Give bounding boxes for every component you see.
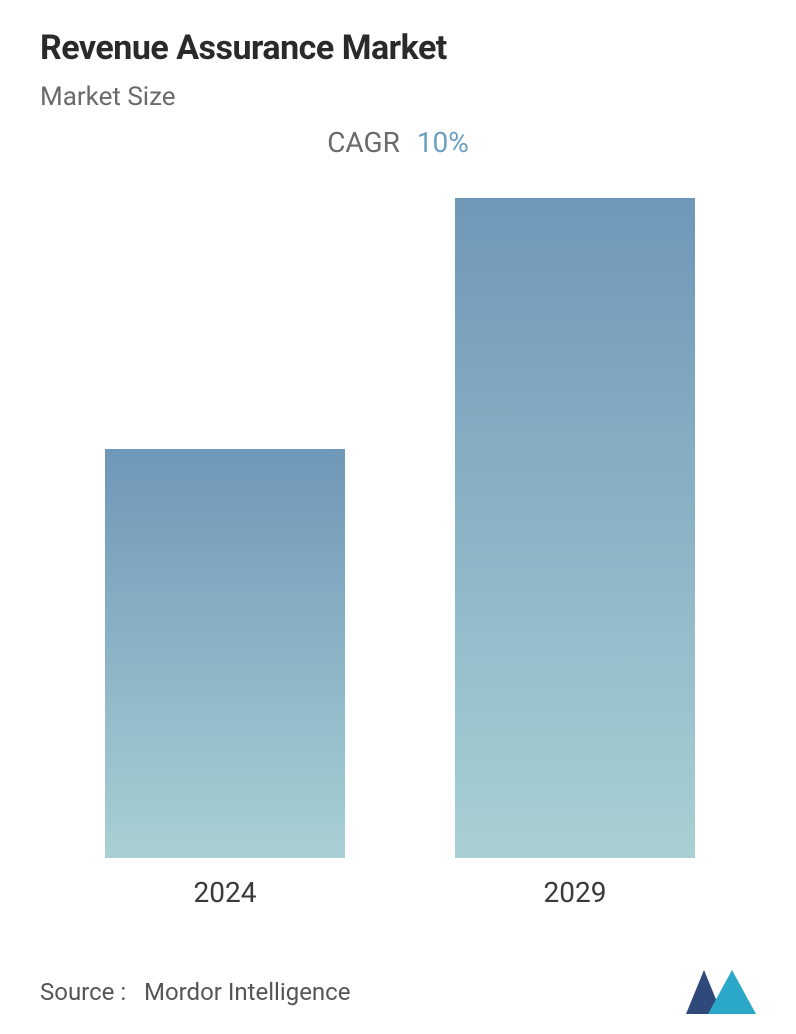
bar [105, 449, 345, 858]
page-root: Revenue Assurance Market Market Size CAG… [0, 0, 796, 1034]
bar [455, 198, 695, 858]
bar-wrap: 2024 [105, 449, 345, 909]
bar-wrap: 2029 [455, 198, 695, 909]
chart-title: Revenue Assurance Market [40, 28, 756, 68]
source-label: Source : [40, 978, 126, 1006]
cagr-label: CAGR [327, 126, 400, 159]
cagr-value: 10% [417, 126, 469, 159]
cagr-row: CAGR 10% [40, 126, 756, 159]
source-text: Source : Mordor Intelligence [40, 978, 350, 1006]
bar-label: 2029 [455, 876, 695, 909]
footer: Source : Mordor Intelligence [40, 970, 756, 1014]
mordor-logo-icon [686, 970, 756, 1014]
chart-area: 2024 2029 [40, 189, 756, 909]
source-name: Mordor Intelligence [144, 978, 350, 1006]
chart-subtitle: Market Size [40, 82, 756, 112]
bar-label: 2024 [105, 876, 345, 909]
